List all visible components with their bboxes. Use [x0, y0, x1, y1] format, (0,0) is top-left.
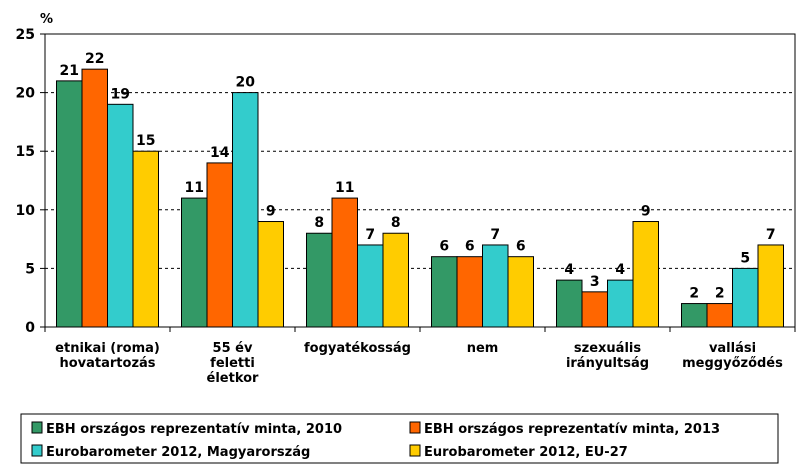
bar: [681, 303, 708, 328]
data-label: 8: [314, 215, 324, 231]
bar: [706, 303, 733, 328]
category-label: feletti: [210, 356, 255, 371]
bar: [232, 92, 259, 328]
category-label: életkor: [207, 371, 260, 386]
bar: [306, 232, 333, 328]
y-tick-label: 15: [16, 144, 35, 160]
y-unit-label: %: [40, 12, 53, 27]
bar: [632, 221, 659, 328]
data-label: 22: [85, 51, 104, 67]
bar: [181, 197, 208, 328]
y-tick-label: 25: [16, 27, 35, 43]
legend-entry: Eurobarometer 2012, EU-27: [424, 445, 628, 460]
category-label: hovatartozás: [59, 356, 155, 371]
y-tick-label: 0: [25, 320, 35, 336]
data-label: 4: [615, 262, 625, 278]
bar: [431, 256, 458, 328]
legend-swatch: [409, 421, 421, 434]
bar: [132, 150, 159, 328]
data-label: 4: [564, 262, 574, 278]
data-label: 9: [266, 204, 276, 220]
y-tick-label: 20: [16, 86, 36, 102]
legend-swatch: [409, 444, 421, 457]
category-label: meggyőződés: [682, 356, 783, 371]
data-label: 2: [689, 286, 699, 302]
bar: [357, 244, 384, 328]
legend-swatch: [31, 421, 43, 434]
bar: [81, 68, 108, 328]
data-label: 6: [465, 239, 475, 255]
legend-entry: Eurobarometer 2012, Magyarország: [46, 445, 310, 460]
category-label: irányultság: [566, 356, 649, 371]
bar: [556, 279, 583, 328]
data-label: 7: [490, 227, 500, 243]
data-label: 20: [236, 75, 256, 91]
data-label: 5: [740, 250, 750, 266]
data-label: 21: [60, 63, 79, 79]
data-label: 9: [641, 204, 651, 220]
data-label: 11: [335, 180, 354, 196]
bar: [56, 80, 83, 328]
bar: [581, 291, 608, 328]
legend-entry: EBH országos reprezentatív minta, 2010: [46, 422, 342, 437]
bar: [507, 256, 534, 328]
data-label: 15: [136, 133, 155, 149]
category-label: 55 év: [213, 341, 253, 356]
bar: [257, 221, 284, 328]
data-label: 6: [439, 239, 449, 255]
data-label: 8: [391, 215, 401, 231]
category-label: nem: [467, 341, 499, 356]
category-label: szexuális: [574, 341, 641, 356]
data-label: 3: [590, 274, 600, 290]
data-label: 2: [715, 286, 725, 302]
bar: [107, 103, 134, 328]
data-label: 11: [185, 180, 204, 196]
bar: [482, 244, 509, 328]
bar: [382, 232, 409, 328]
category-label: etnikai (roma): [55, 341, 160, 356]
bar: [456, 256, 483, 328]
category-label: fogyatékosság: [304, 341, 411, 356]
data-label: 7: [365, 227, 375, 243]
y-tick-label: 10: [16, 203, 36, 219]
data-label: 6: [516, 239, 526, 255]
legend-entry: EBH országos reprezentatív minta, 2013: [424, 422, 720, 437]
data-label: 14: [210, 145, 230, 161]
legend-swatch: [31, 444, 43, 457]
bar: [732, 267, 759, 328]
category-label: vallási: [709, 341, 756, 356]
legend-box: [20, 413, 779, 464]
y-tick-label: 5: [25, 261, 35, 277]
data-label: 7: [766, 227, 776, 243]
bar: [331, 197, 358, 328]
bar: [607, 279, 634, 328]
bar: [206, 162, 233, 328]
data-label: 19: [111, 86, 130, 102]
bar: [757, 244, 784, 328]
